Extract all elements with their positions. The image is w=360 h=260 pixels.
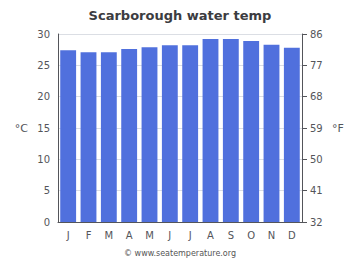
svg-text:0: 0 — [44, 217, 50, 228]
svg-text:D: D — [288, 230, 296, 241]
svg-text:50: 50 — [310, 154, 323, 165]
svg-text:20: 20 — [37, 91, 50, 102]
svg-text:15: 15 — [37, 123, 50, 134]
svg-text:S: S — [228, 230, 234, 241]
svg-text:© www.seatemperature.org: © www.seatemperature.org — [124, 249, 236, 258]
svg-text:86: 86 — [310, 29, 323, 40]
svg-text:25: 25 — [37, 60, 50, 71]
svg-text:°F: °F — [332, 122, 344, 135]
svg-text:J: J — [66, 230, 70, 241]
svg-text:M: M — [145, 230, 154, 241]
svg-text:J: J — [167, 230, 171, 241]
svg-text:O: O — [247, 230, 255, 241]
svg-text:30: 30 — [37, 29, 50, 40]
svg-text:5: 5 — [44, 185, 50, 196]
svg-text:F: F — [86, 230, 92, 241]
svg-text:J: J — [188, 230, 192, 241]
svg-text:59: 59 — [310, 123, 323, 134]
svg-text:°C: °C — [15, 122, 29, 135]
svg-text:77: 77 — [310, 60, 323, 71]
svg-text:M: M — [105, 230, 114, 241]
svg-text:41: 41 — [310, 185, 323, 196]
svg-text:N: N — [268, 230, 275, 241]
svg-text:A: A — [207, 230, 214, 241]
svg-text:68: 68 — [310, 91, 323, 102]
svg-text:Scarborough water temp: Scarborough water temp — [89, 8, 272, 23]
svg-text:32: 32 — [310, 217, 323, 228]
svg-text:A: A — [126, 230, 133, 241]
svg-text:10: 10 — [37, 154, 50, 165]
